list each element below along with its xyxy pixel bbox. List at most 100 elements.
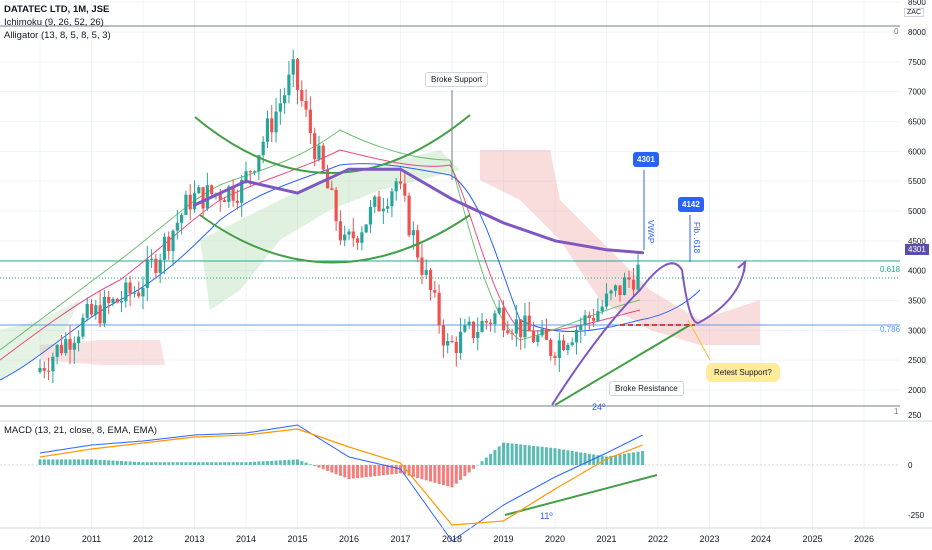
currency-badge: ZAC	[904, 8, 924, 17]
candle-body	[261, 141, 265, 156]
macd-hist-bar	[98, 459, 102, 465]
fib-1-label: 1	[894, 407, 899, 416]
candle-body	[544, 328, 549, 340]
alligator-legend[interactable]: Alligator (13, 8, 5, 8, 5, 3)	[4, 30, 111, 41]
macd-hist-bar	[180, 462, 184, 465]
macd-hist-bar	[579, 452, 583, 465]
x-tick-label: 2025	[802, 534, 822, 544]
macd-hist-bar	[308, 464, 312, 465]
macd-hist-bar	[574, 451, 578, 465]
macd-hist-bar	[283, 460, 287, 465]
x-tick-label: 2010	[30, 534, 50, 544]
candle-body	[222, 200, 227, 202]
candle-body	[368, 206, 373, 225]
macd-hist-bar	[184, 462, 188, 465]
ichimoku-legend[interactable]: Ichimoku (9, 26, 52, 26)	[4, 17, 104, 28]
macd-hist-bar	[85, 459, 89, 465]
macd-hist-bar	[549, 447, 553, 465]
x-tick-label: 2012	[133, 534, 153, 544]
macd-hist-bar	[450, 465, 454, 488]
candle-body	[38, 367, 42, 373]
macd-hist-bar	[544, 447, 548, 465]
candle-body	[287, 74, 291, 96]
macd-hist-bar	[446, 465, 450, 487]
macd-hist-bar	[124, 461, 128, 465]
macd-hist-bar	[429, 465, 433, 482]
macd-hist-bar	[38, 459, 42, 465]
macd-hist-bar	[566, 450, 570, 465]
candle-body	[51, 356, 55, 372]
candle-body	[167, 236, 171, 252]
price-axis: 2000 2500 3000 3500 4000 4500 5000 5500 6000 6500…	[908, 0, 926, 395]
candle-body	[231, 186, 235, 201]
vwap-label: VWAP	[646, 220, 655, 243]
candle-body	[583, 315, 587, 326]
macd-hist-bar	[519, 444, 523, 465]
candle-body	[102, 296, 106, 324]
macd-hist-bar	[68, 459, 72, 465]
macd-hist-bar	[605, 456, 608, 465]
candle-body	[561, 340, 566, 351]
candle-body	[180, 214, 184, 223]
price-flag-4142[interactable]: 4142	[678, 197, 704, 212]
retest-support-callout[interactable]: Retest Support?	[706, 363, 780, 382]
candle-body	[175, 222, 179, 231]
candle-body	[407, 195, 411, 236]
macd-hist-bar	[527, 445, 531, 465]
candle-body	[631, 279, 636, 290]
x-tick-label: 2014	[236, 534, 256, 544]
candle-body	[210, 185, 214, 195]
candle-body	[622, 277, 627, 296]
candle-body	[446, 340, 450, 346]
candle-body	[476, 331, 480, 338]
x-tick-label: 2022	[648, 534, 668, 544]
candle-body	[235, 200, 240, 203]
x-tick-label: 2024	[751, 534, 771, 544]
broke-resistance-note[interactable]: Broke Resistance	[609, 381, 684, 396]
candle-body	[510, 333, 514, 335]
candle-body	[317, 145, 321, 160]
candle-body	[394, 181, 398, 192]
candle-body	[557, 340, 561, 358]
macd-hist-bar	[502, 442, 505, 465]
candle-body	[519, 319, 523, 338]
candle-body	[386, 206, 390, 209]
candle-body	[55, 345, 59, 357]
macd-hist-bar	[381, 465, 385, 476]
candle-body	[300, 89, 304, 101]
macd-hist-bar	[270, 460, 274, 465]
candle-body	[420, 257, 424, 275]
candle-body	[579, 325, 583, 330]
macd-hist-bar	[171, 462, 175, 465]
candle-body	[338, 221, 343, 241]
macd-hist-bar	[120, 461, 124, 465]
macd-hist-bar	[506, 443, 510, 465]
macd-hist-bar	[510, 443, 514, 465]
candle-body	[570, 342, 574, 345]
macd-hist-bar	[278, 460, 282, 465]
candle-body	[377, 196, 381, 212]
candle-body	[184, 194, 188, 215]
macd-hist-bar	[583, 453, 587, 465]
candle-body	[162, 236, 167, 260]
macd-hist-bar	[364, 465, 368, 478]
price-flag-4301[interactable]: 4301	[633, 152, 659, 167]
candle-body	[618, 285, 622, 296]
candle-body	[252, 171, 257, 173]
macd-legend[interactable]: MACD (13, 21, close, 8, EMA, EMA)	[4, 425, 158, 436]
candle-body	[574, 329, 579, 343]
time-axis: 2010 2011 2012 2013 2014 2015 2016 2017 2018 2019…	[0, 527, 932, 544]
candle-body	[111, 298, 115, 303]
macd-hist-bar	[330, 465, 334, 473]
macd-hist-bar	[609, 455, 613, 465]
candle-body	[85, 303, 89, 318]
last-price-tag: 4301	[905, 244, 929, 255]
y-tick-label: 2500	[908, 356, 926, 365]
macd-hist-bar	[227, 462, 231, 465]
candle-body	[484, 320, 488, 323]
broke-support-note[interactable]: Broke Support	[425, 72, 489, 87]
macd-hist-bar	[523, 444, 527, 465]
candle-body	[403, 183, 407, 196]
macd-hist-bar	[188, 462, 192, 465]
